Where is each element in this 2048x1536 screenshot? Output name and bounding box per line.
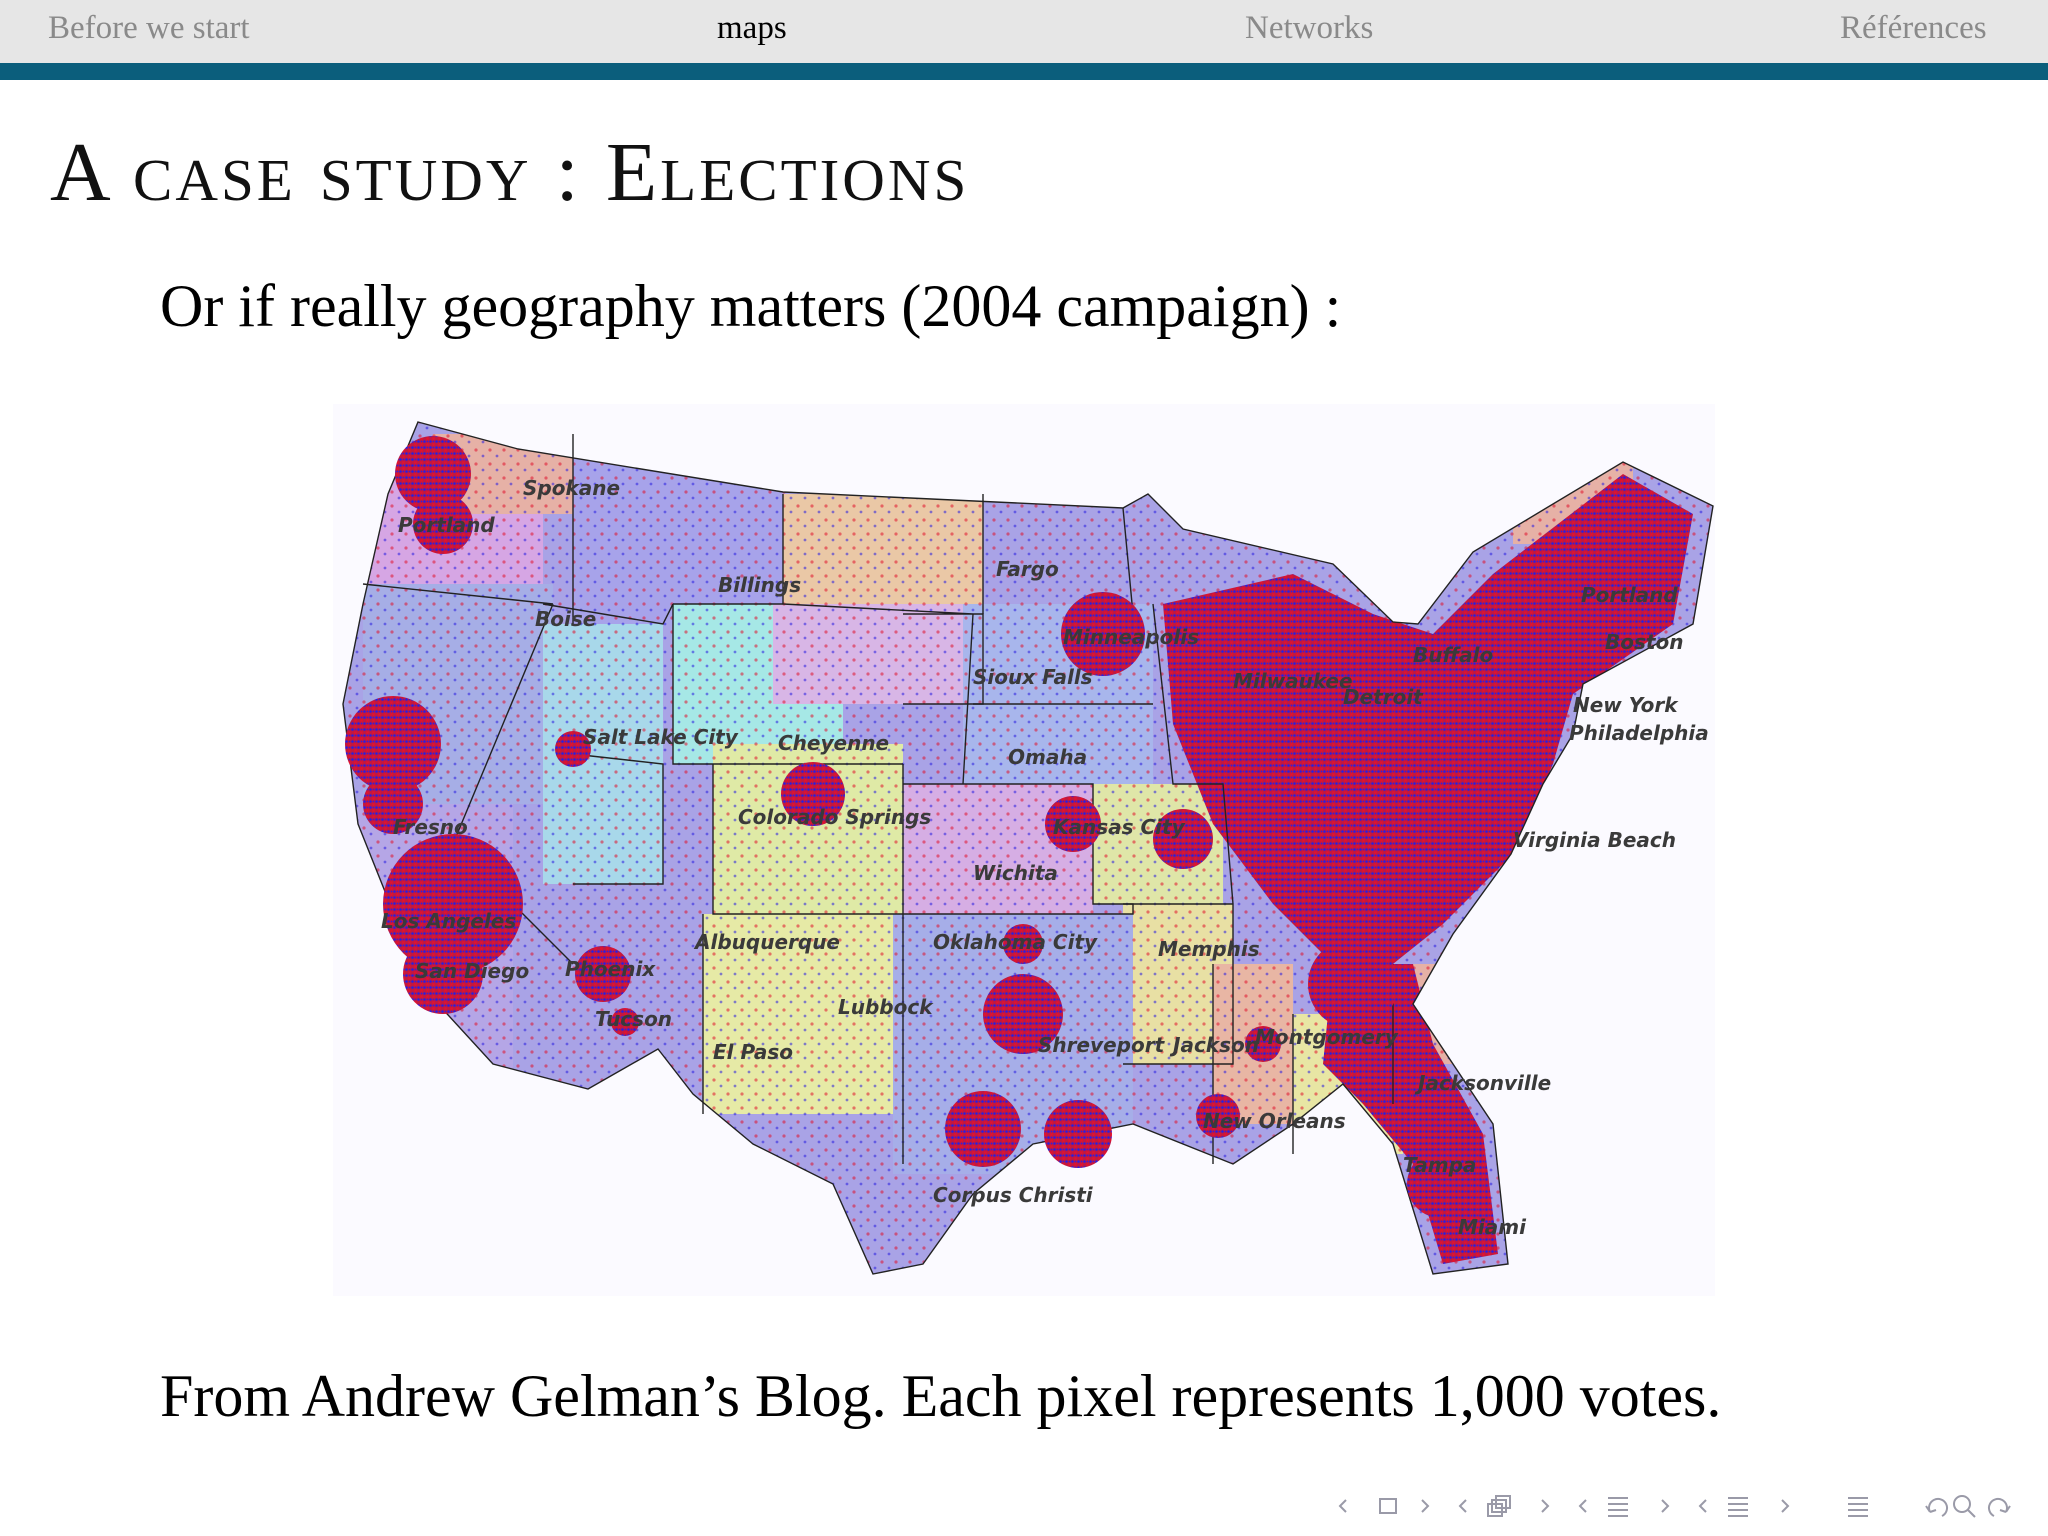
city-label: Spokane bbox=[523, 476, 620, 500]
city-label: Wichita bbox=[973, 861, 1058, 885]
city-label: Miami bbox=[1458, 1215, 1527, 1239]
state-borders bbox=[342, 421, 1714, 1275]
frame-title: A case study : Elections bbox=[50, 126, 970, 219]
lead-text: Or if really geography matters (2004 cam… bbox=[160, 273, 1342, 339]
city-label: Minneapolis bbox=[1063, 625, 1199, 649]
section-prev-icon[interactable] bbox=[1578, 1499, 1587, 1513]
city-label: Milwaukee bbox=[1233, 669, 1353, 693]
city-label: Jackson bbox=[1169, 1033, 1259, 1057]
city-label: Boston bbox=[1605, 630, 1683, 654]
subsection-next-icon[interactable] bbox=[1541, 1499, 1550, 1513]
city-label: San Diego bbox=[415, 959, 529, 983]
city-labels: Spokane Portland Billings Fargo Boise Si… bbox=[381, 476, 1709, 1239]
city-label: New York bbox=[1573, 693, 1679, 717]
doc-icon[interactable] bbox=[1728, 1497, 1748, 1517]
doc-next-icon[interactable] bbox=[1781, 1499, 1790, 1513]
frame-icon[interactable] bbox=[1379, 1498, 1397, 1514]
city-label: Buffalo bbox=[1413, 643, 1493, 667]
city-label: Albuquerque bbox=[693, 930, 840, 954]
city-label: Kansas City bbox=[1053, 815, 1186, 839]
city-label: Jacksonville bbox=[1414, 1071, 1551, 1095]
nav-item-maps[interactable]: maps bbox=[717, 10, 787, 46]
frame-next-icon[interactable] bbox=[1421, 1499, 1430, 1513]
city-label: Salt Lake City bbox=[583, 725, 739, 749]
city-label: Fargo bbox=[996, 557, 1059, 581]
nav-item-networks[interactable]: Networks bbox=[1245, 10, 1374, 46]
city-label: Lubbock bbox=[838, 995, 934, 1019]
election-map-figure: Spokane Portland Billings Fargo Boise Si… bbox=[333, 404, 1715, 1296]
city-label: New Orleans bbox=[1203, 1109, 1346, 1133]
subsection-prev-icon[interactable] bbox=[1458, 1499, 1467, 1513]
city-label: Los Angeles bbox=[381, 909, 516, 933]
election-map-svg: Spokane Portland Billings Fargo Boise Si… bbox=[342, 421, 1714, 1275]
caption-text: From Andrew Gelman’s Blog. Each pixel re… bbox=[160, 1363, 1722, 1429]
beamer-controls-svg bbox=[1338, 1495, 2011, 1518]
subsection-icon[interactable] bbox=[1487, 1495, 1511, 1517]
toc-icon[interactable] bbox=[1848, 1497, 1868, 1517]
city-label: Memphis bbox=[1158, 937, 1260, 961]
city-label: Corpus Christi bbox=[933, 1183, 1094, 1207]
city-label: Sioux Falls bbox=[973, 665, 1093, 689]
beamer-nav-bar: Before we start maps Networks Références bbox=[0, 0, 2048, 63]
city-label: Philadelphia bbox=[1569, 721, 1709, 745]
section-next-icon[interactable] bbox=[1661, 1499, 1670, 1513]
state-regions bbox=[343, 422, 1713, 1274]
nav-rule bbox=[0, 63, 2048, 80]
city-label: Shreveport bbox=[1038, 1033, 1166, 1057]
search-icon[interactable] bbox=[1953, 1495, 1976, 1518]
city-label: Oklahoma City bbox=[933, 930, 1098, 954]
beamer-nav-controls bbox=[1338, 1486, 2038, 1526]
frame-prev-icon[interactable] bbox=[1338, 1499, 1347, 1513]
city-label: Tampa bbox=[1403, 1153, 1476, 1177]
section-icon[interactable] bbox=[1608, 1497, 1628, 1517]
city-label: Cheyenne bbox=[778, 731, 889, 755]
city-label: Boise bbox=[535, 607, 596, 631]
city-label: Virginia Beach bbox=[1513, 828, 1676, 852]
undo-icon[interactable] bbox=[1925, 1497, 1949, 1517]
city-label: Phoenix bbox=[565, 957, 656, 981]
city-label: Colorado Springs bbox=[738, 805, 931, 829]
nav-item-references[interactable]: Références bbox=[1840, 10, 1987, 46]
city-label: Omaha bbox=[1008, 745, 1087, 769]
city-label: Detroit bbox=[1343, 685, 1424, 709]
city-clusters bbox=[345, 436, 1475, 1218]
city-label: Portland bbox=[398, 513, 495, 537]
redo-icon[interactable] bbox=[1987, 1497, 2011, 1517]
doc-prev-icon[interactable] bbox=[1698, 1499, 1707, 1513]
city-label: Fresno bbox=[393, 815, 468, 839]
nav-item-before-we-start[interactable]: Before we start bbox=[48, 10, 250, 46]
city-label: El Paso bbox=[713, 1040, 793, 1064]
city-label: Billings bbox=[718, 573, 801, 597]
city-label: Portland bbox=[1581, 583, 1678, 607]
city-label: Tucson bbox=[595, 1007, 672, 1031]
city-label: Montgomery bbox=[1255, 1025, 1399, 1049]
